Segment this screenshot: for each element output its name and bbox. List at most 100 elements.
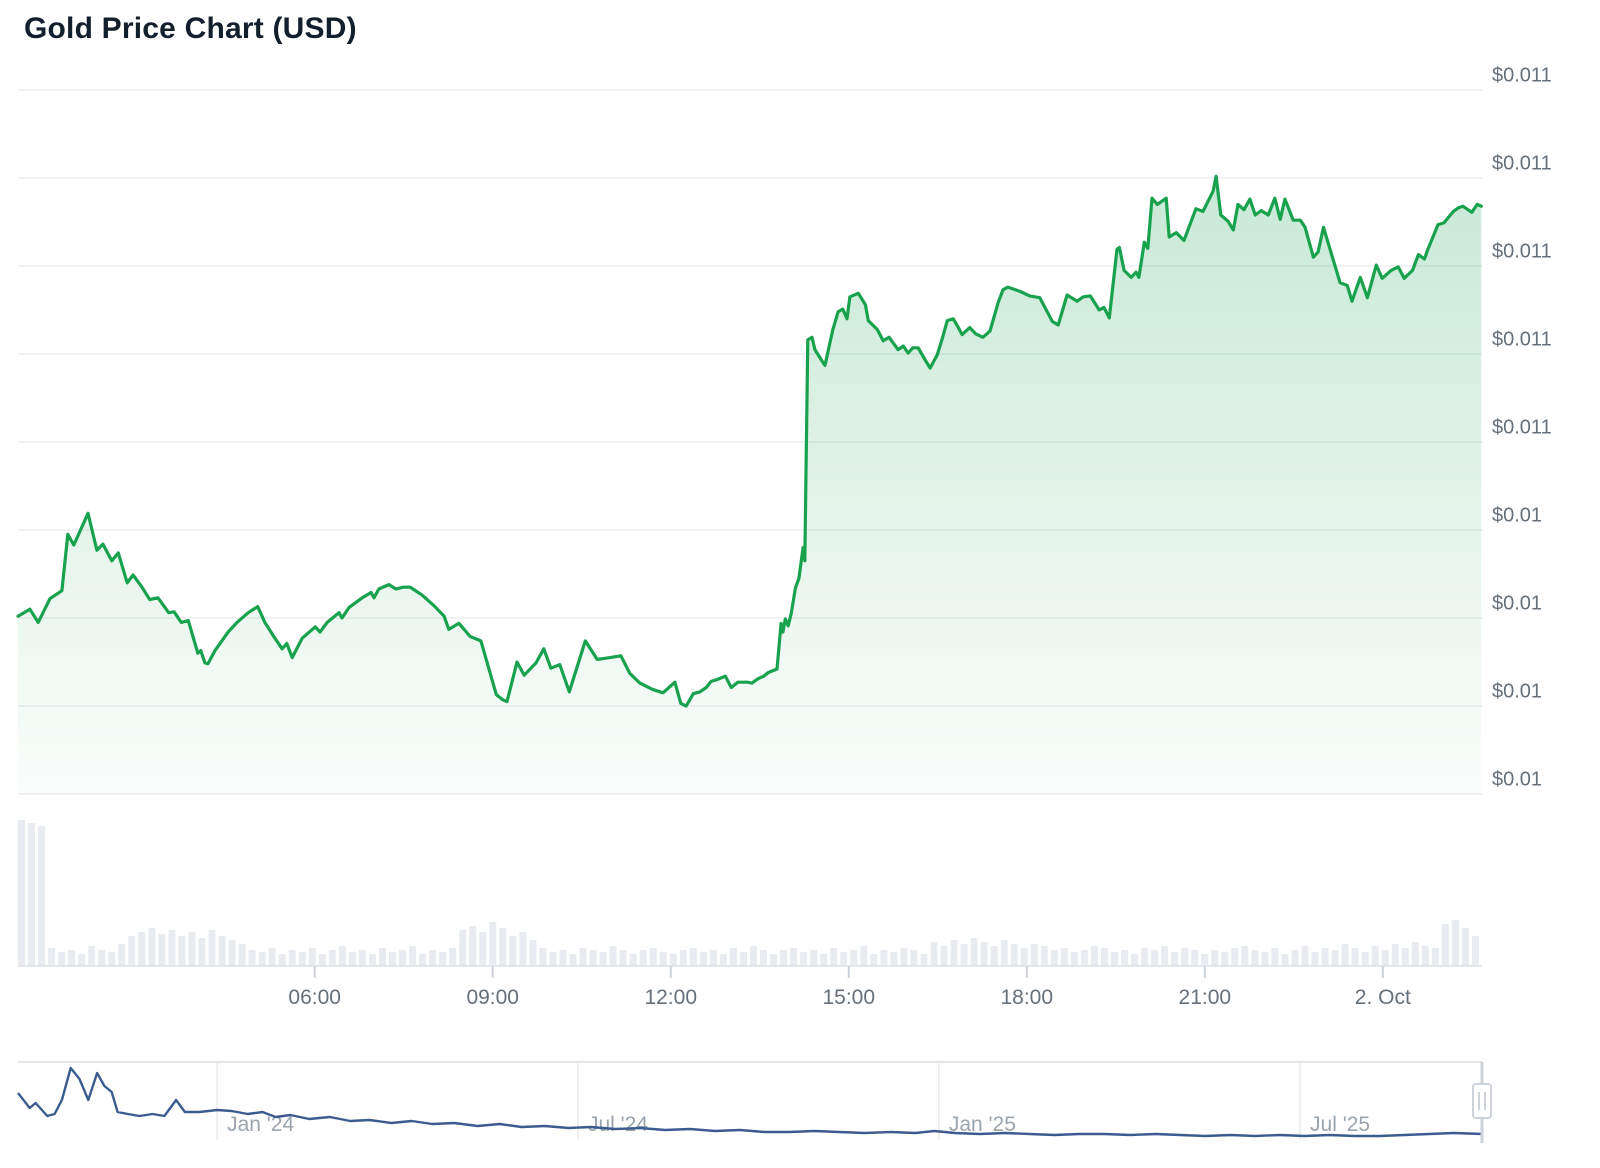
volume-bar — [1261, 952, 1269, 966]
volume-bar — [1441, 924, 1449, 966]
x-axis-label: 18:00 — [1000, 986, 1053, 1009]
volume-bar — [910, 950, 918, 966]
volume-bar — [1070, 952, 1078, 966]
volume-bar — [459, 930, 467, 966]
volume-bar — [1451, 920, 1459, 966]
volume-bar — [248, 950, 256, 966]
volume-bar — [649, 948, 657, 966]
volume-bar — [1401, 948, 1409, 966]
volume-bar — [509, 936, 517, 966]
x-axis-label: 06:00 — [288, 986, 341, 1009]
volume-bar — [709, 950, 717, 966]
volume-bar — [780, 950, 788, 966]
volume-bar — [699, 952, 707, 966]
volume-bar — [68, 950, 76, 966]
volume-bar — [629, 954, 637, 966]
volume-bar — [529, 940, 537, 966]
volume-bar — [1341, 944, 1349, 966]
x-axis-label: 12:00 — [644, 986, 697, 1009]
volume-bar — [1101, 948, 1108, 966]
volume-bar — [1050, 950, 1058, 966]
volume-bar — [78, 954, 86, 966]
volume-bar — [1181, 948, 1189, 966]
volume-bar — [1241, 946, 1249, 966]
volume-bar — [108, 952, 116, 966]
volume-bar — [238, 944, 246, 966]
volume-bar — [1171, 952, 1179, 966]
volume-bar — [970, 938, 978, 966]
navigator-series-line — [17, 1066, 1483, 1138]
volume-bar — [569, 954, 577, 966]
navigator-label: Jan '25 — [949, 1113, 1016, 1136]
volume-bar — [1000, 940, 1008, 966]
volume-bar — [98, 950, 106, 966]
volume-bar — [1131, 954, 1138, 966]
volume-bar — [990, 946, 998, 966]
volume-bar — [1030, 944, 1038, 966]
price-line — [16, 174, 1483, 708]
volume-bar — [278, 954, 286, 966]
volume-bar — [1251, 950, 1259, 966]
volume-bar — [549, 952, 557, 966]
volume-bar — [1472, 936, 1479, 966]
volume-bar — [1311, 952, 1319, 966]
volume-bar — [419, 954, 427, 966]
volume-bar — [760, 950, 767, 966]
volume-bar — [308, 948, 316, 966]
volume-bar — [960, 944, 968, 966]
navigator-handle[interactable] — [1472, 1083, 1492, 1119]
volume-bar — [298, 952, 306, 966]
volume-bar — [1421, 946, 1429, 966]
volume-bar — [138, 932, 146, 966]
volume-bar — [439, 952, 447, 966]
y-axis-label: $0.01 — [1492, 680, 1542, 702]
x-axis-label: 09:00 — [466, 986, 519, 1009]
volume-bar — [659, 952, 667, 966]
volume-bar — [1151, 950, 1159, 966]
volume-bar — [830, 948, 838, 966]
price-area — [18, 176, 1482, 794]
volume-bar — [379, 948, 386, 966]
y-axis-label: $0.011 — [1492, 416, 1552, 438]
volume-bar — [1040, 946, 1048, 966]
volume-bar — [449, 948, 457, 966]
volume-bar — [1161, 946, 1169, 966]
volume-bar — [58, 952, 66, 966]
volume-bar — [1111, 952, 1118, 966]
volume-bar — [18, 820, 25, 966]
volume-bar — [1201, 954, 1209, 966]
volume-bar — [258, 952, 266, 966]
volume-bar — [1361, 952, 1369, 966]
volume-bar — [118, 944, 126, 966]
volume-bar — [519, 932, 527, 966]
volume-bar — [1321, 948, 1329, 966]
volume-bar — [338, 946, 346, 966]
volume-bar — [1231, 948, 1239, 966]
volume-bar — [920, 954, 928, 966]
volume-bar — [599, 952, 607, 966]
volume-bar — [810, 950, 818, 966]
volume-bar — [228, 940, 236, 966]
volume-bar — [1191, 950, 1199, 966]
volume-bar — [48, 948, 56, 966]
navigator-label: Jul '25 — [1310, 1113, 1370, 1136]
volume-bar — [1211, 950, 1219, 966]
volume-bar — [880, 950, 888, 966]
chart-title: Gold Price Chart (USD) — [24, 12, 357, 45]
volume-bar — [358, 950, 366, 966]
navigator-label: Jul '24 — [588, 1113, 648, 1136]
volume-bar — [1461, 928, 1469, 966]
x-axis-label: 15:00 — [822, 986, 875, 1009]
volume-bar — [1141, 948, 1149, 966]
volume-bar — [178, 936, 186, 966]
volume-bar — [28, 823, 35, 966]
y-axis-label: $0.01 — [1492, 768, 1542, 790]
volume-bar — [288, 950, 296, 966]
volume-bar — [800, 952, 808, 966]
volume-bar — [940, 946, 948, 966]
y-axis-label: $0.011 — [1492, 64, 1552, 86]
volume-bar — [850, 950, 858, 966]
volume-bar — [1431, 948, 1439, 966]
